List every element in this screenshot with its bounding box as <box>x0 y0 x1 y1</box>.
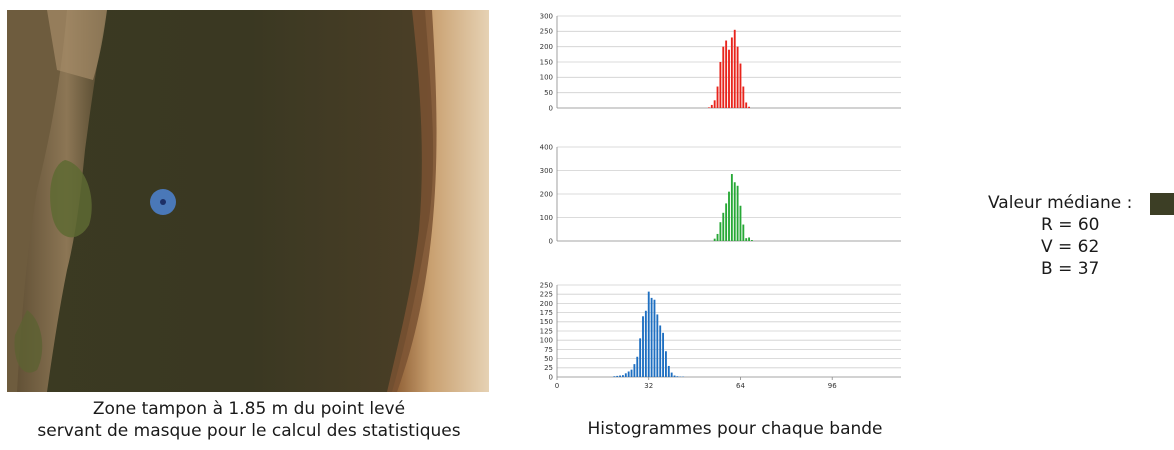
histogram-bar <box>719 62 721 108</box>
histogram-green: 0 100 200 300 400 <box>540 143 901 245</box>
histogram-bar <box>636 357 638 377</box>
y-tick-label: 150 <box>540 58 553 66</box>
histogram-bar <box>725 203 727 241</box>
histogram-bar <box>725 41 727 108</box>
y-tick-label: 0 <box>549 373 553 381</box>
histogram-bar <box>648 292 650 377</box>
y-tick-label: 25 <box>544 364 553 372</box>
y-tick-label: 300 <box>540 167 553 175</box>
histogram-bar <box>662 333 664 377</box>
histogram-bar <box>671 373 673 377</box>
median-b: B = 37 <box>988 258 1132 280</box>
histogram-bar <box>751 240 753 241</box>
y-tick-label: 50 <box>544 89 553 97</box>
histogram-bar <box>631 370 633 377</box>
histogram-bar <box>651 298 653 377</box>
histogram-bar <box>665 351 667 377</box>
histogram-bar <box>737 47 739 108</box>
histogram-bar <box>654 300 656 377</box>
histogram-bar <box>619 376 621 377</box>
y-tick-label: 0 <box>549 104 553 112</box>
median-panel: Valeur médiane : R = 60 V = 62 B = 37 <box>988 192 1132 280</box>
histogram-bar <box>731 37 733 108</box>
histogram-red: 0 50 100 150 200 250 300 <box>540 12 901 112</box>
histogram-bar <box>616 376 618 377</box>
histogram-bar <box>722 213 724 241</box>
histogram-bar <box>711 105 713 108</box>
y-tick-label: 50 <box>544 355 553 363</box>
histogram-bar <box>622 375 624 377</box>
y-tick-label: 200 <box>540 190 553 198</box>
y-tick-label: 175 <box>540 309 553 317</box>
histogram-bar <box>708 107 710 108</box>
y-tick-label: 250 <box>540 28 553 36</box>
y-tick-label: 200 <box>540 300 553 308</box>
histogram-bar <box>737 186 739 241</box>
y-tick-label: 125 <box>540 327 553 335</box>
y-tick-label: 100 <box>540 337 553 345</box>
histogram-bar <box>734 182 736 241</box>
y-tick-label: 225 <box>540 291 553 299</box>
median-v: V = 62 <box>988 236 1132 258</box>
y-tick-label: 150 <box>540 318 553 326</box>
y-tick-label: 250 <box>540 281 553 289</box>
x-tick-label: 0 <box>555 382 559 390</box>
median-r: R = 60 <box>988 214 1132 236</box>
histograms: 0501001502002503000100200300400025507510… <box>530 8 920 406</box>
histogram-bar <box>613 376 615 377</box>
histogram-bar <box>745 238 747 241</box>
histogram-bar <box>674 376 676 377</box>
histogram-bar <box>717 87 719 108</box>
y-tick-label: 100 <box>540 214 553 222</box>
histogram-bar <box>668 366 670 377</box>
histogram-bar <box>742 87 744 108</box>
histogram-bar <box>742 225 744 241</box>
y-tick-label: 0 <box>549 237 553 245</box>
histogram-bar <box>740 64 742 108</box>
histogram-bar <box>748 237 750 241</box>
histogram-bar <box>734 30 736 108</box>
histogram-bar <box>633 364 635 377</box>
histogram-bar <box>748 107 750 108</box>
y-tick-label: 300 <box>540 12 553 20</box>
histogram-bar <box>731 174 733 241</box>
histogram-bar <box>625 373 627 377</box>
histogram-bar <box>628 371 630 377</box>
y-tick-label: 100 <box>540 74 553 82</box>
histogram-bar <box>722 47 724 108</box>
histogram-bar <box>659 325 661 377</box>
photo-caption: Zone tampon à 1.85 m du point levé serva… <box>5 398 493 442</box>
median-color-swatch <box>1150 193 1174 215</box>
y-tick-label: 400 <box>540 143 553 151</box>
histogram-bar <box>714 239 716 241</box>
histogram-bar <box>676 376 678 377</box>
histogram-bar <box>740 206 742 241</box>
photo-caption-line1: Zone tampon à 1.85 m du point levé <box>5 398 493 420</box>
histogram-bar <box>639 338 641 377</box>
histogram-bar <box>728 50 730 108</box>
histogram-bar <box>656 314 658 377</box>
histogram-bar <box>645 311 647 377</box>
x-tick-label: 96 <box>828 382 837 390</box>
histogram-bar <box>717 234 719 241</box>
histogram-bar <box>714 100 716 108</box>
x-tick-label: 32 <box>644 382 653 390</box>
histogram-bar <box>642 316 644 377</box>
histogram-bar <box>745 102 747 108</box>
median-label: Valeur médiane : <box>988 192 1132 214</box>
aerial-photo <box>7 10 489 392</box>
y-tick-label: 200 <box>540 43 553 51</box>
x-tick-label: 64 <box>736 382 745 390</box>
histogram-bar <box>719 222 721 241</box>
photo-caption-line2: servant de masque pour le calcul des sta… <box>5 420 493 442</box>
y-tick-label: 75 <box>544 346 553 354</box>
histogram-bar <box>728 192 730 241</box>
survey-point-marker <box>160 199 166 205</box>
histogram-caption: Histogrammes pour chaque bande <box>535 418 935 440</box>
